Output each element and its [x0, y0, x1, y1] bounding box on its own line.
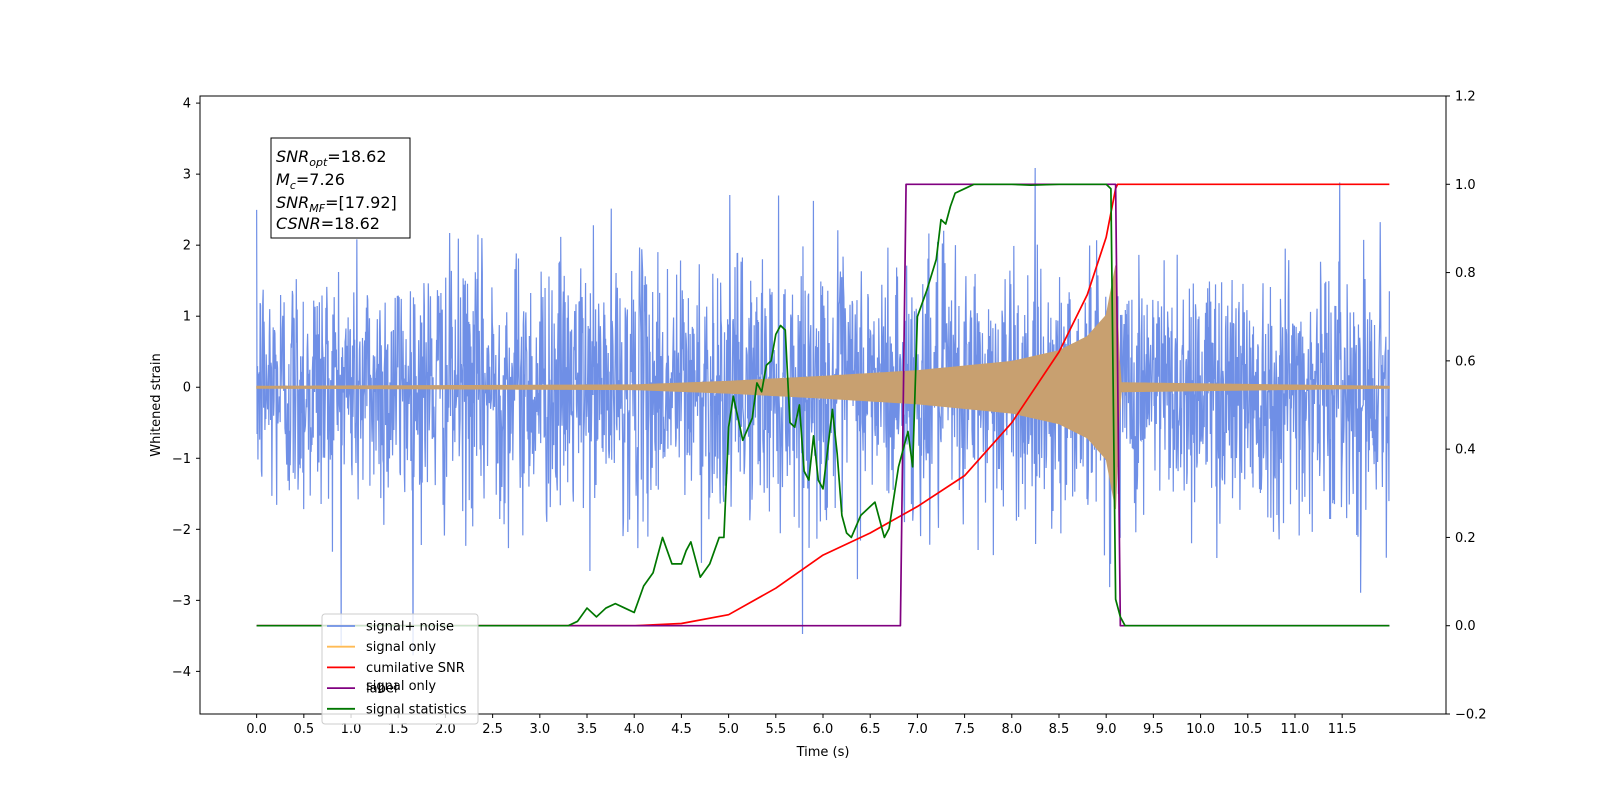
- y-tick-label: −3: [172, 594, 191, 609]
- series-signal-only: [256, 265, 1390, 510]
- y-tick-label: −1: [172, 452, 191, 467]
- x-tick-label: 9.0: [1096, 722, 1117, 737]
- x-tick-label: 3.0: [529, 722, 550, 737]
- x-tick-label: 8.5: [1049, 722, 1070, 737]
- x-tick-label: 2.5: [482, 722, 503, 737]
- annotation-line-csnr: CSNR=18.62: [276, 214, 380, 233]
- y2-tick-label: 1.0: [1455, 178, 1476, 193]
- y-tick-label: 3: [183, 168, 191, 183]
- x-tick-label: 10.5: [1233, 722, 1262, 737]
- x-tick-label: 6.0: [813, 722, 834, 737]
- y2-tick-label: 0.4: [1455, 443, 1476, 458]
- x-tick-label: 6.5: [860, 722, 881, 737]
- x-tick-label: 10.0: [1186, 722, 1215, 737]
- x-tick-label: 8.0: [1001, 722, 1022, 737]
- x-tick-label: 4.5: [671, 722, 692, 737]
- x-tick-label: 2.0: [435, 722, 456, 737]
- x-tick-label: 3.5: [577, 722, 598, 737]
- y-tick-label: 1: [183, 310, 191, 325]
- annotation-frame: [270, 137, 411, 239]
- y-axis-right: 1.2 1.0 0.8 0.6 0.4 0.2 0.0 −0.2: [1446, 90, 1487, 723]
- y2-tick-label: 0.2: [1455, 531, 1476, 546]
- legend: signal+ noise signal only cumilative SNR la…: [321, 613, 479, 725]
- legend-label: label: [366, 682, 397, 697]
- x-axis: 0.0 0.5 1.0 1.5 2.0 2.5 3.0 3.5 4.0 4.5 5.0 5.5 6.0 6…: [246, 714, 1357, 737]
- legend-label: signal only: [366, 640, 436, 655]
- x-tick-label: 7.0: [907, 722, 928, 737]
- y-tick-label: 2: [183, 239, 191, 254]
- annotation-line-snr-opt: SNRopt=18.62: [276, 147, 387, 169]
- y-tick-label: −2: [172, 523, 191, 538]
- x-tick-label: 11.5: [1328, 722, 1357, 737]
- y2-tick-label: 1.2: [1455, 90, 1476, 105]
- y2-tick-label: 0.0: [1455, 619, 1476, 634]
- series-signal-statistics: [256, 183, 1390, 627]
- y-axis-label: Whitened strain: [149, 353, 164, 456]
- series-signal-noise: [256, 167, 1390, 656]
- x-tick-label: 0.5: [293, 722, 314, 737]
- x-tick-label: 4.0: [624, 722, 645, 737]
- y2-tick-label: −0.2: [1455, 708, 1487, 723]
- annotation-line-snr-mf: SNRMF=[17.92]: [276, 193, 397, 215]
- legend-frame: [321, 613, 479, 725]
- x-tick-label: 1.0: [341, 722, 362, 737]
- x-tick-label: 5.5: [765, 722, 786, 737]
- y-axis-left: 4 3 2 1 0 −1 −2 −3 −4: [172, 97, 200, 680]
- legend-hidden-text: signal only: [366, 679, 436, 694]
- y2-tick-label: 0.6: [1455, 354, 1476, 369]
- y-tick-label: 0: [183, 381, 191, 396]
- legend-label: signal+ noise: [366, 620, 454, 635]
- annotation-line-mc: Mc=7.26: [276, 170, 345, 192]
- legend-label: signal statistics: [366, 702, 467, 717]
- annotation-box: SNRopt=18.62 Mc=7.26 SNRMF=[17.92] CSNR=…: [270, 137, 411, 239]
- x-axis-label: Time (s): [796, 745, 850, 760]
- y-tick-label: −4: [172, 665, 191, 680]
- x-tick-label: 11.0: [1280, 722, 1309, 737]
- x-tick-label: 1.5: [388, 722, 409, 737]
- x-tick-label: 7.5: [954, 722, 975, 737]
- y-tick-label: 4: [183, 97, 191, 112]
- x-tick-label: 5.0: [718, 722, 739, 737]
- legend-label: cumilative SNR: [366, 661, 465, 676]
- x-tick-label: 9.5: [1143, 722, 1164, 737]
- y2-tick-label: 0.8: [1455, 266, 1476, 281]
- x-tick-label: 0.0: [246, 722, 267, 737]
